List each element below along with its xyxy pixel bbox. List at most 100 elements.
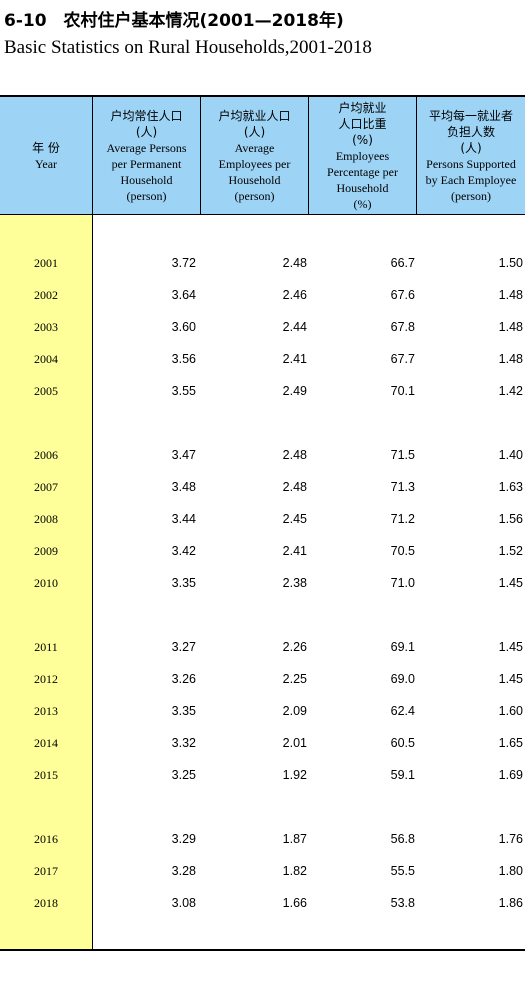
- header-year-en: Year: [34, 156, 58, 171]
- employees-percentage-cell: 66.7: [390, 256, 415, 270]
- persons-supported-cell: 1.69: [498, 768, 523, 782]
- avg-persons-cell: 3.60: [171, 320, 196, 334]
- table-title-en: Basic Statistics on Rural Households,200…: [4, 37, 372, 58]
- table-row: 2017 3.28 1.82 55.5 1.80: [0, 861, 525, 881]
- avg-persons-cell: 3.29: [171, 832, 196, 846]
- header-en: Household: [228, 172, 281, 187]
- avg-persons-cell: 3.35: [171, 704, 196, 718]
- employees-percentage-cell: 53.8: [390, 896, 415, 910]
- avg-employees-cell: 1.87: [282, 832, 307, 846]
- avg-persons-cell: 3.72: [171, 256, 196, 270]
- header-persons-supported: 平均每一就业者 负担人数 (人) Persons Supported by Ea…: [417, 97, 525, 214]
- avg-employees-cell: 2.48: [282, 480, 307, 494]
- avg-employees-cell: 2.26: [282, 640, 307, 654]
- year-cell: 2007: [34, 480, 58, 494]
- employees-percentage-cell: 62.4: [390, 704, 415, 718]
- header-year-cn: 年 份: [32, 140, 60, 155]
- year-cell: 2014: [34, 736, 58, 750]
- header-cn: 负担人数: [446, 124, 495, 139]
- top-rule: [0, 95, 525, 97]
- table-row: 2015 3.25 1.92 59.1 1.69: [0, 765, 525, 785]
- table-row: 2007 3.48 2.48 71.3 1.63: [0, 477, 525, 497]
- avg-persons-cell: 3.42: [171, 544, 196, 558]
- employees-percentage-cell: 70.5: [390, 544, 415, 558]
- avg-persons-cell: 3.56: [171, 352, 196, 366]
- employees-percentage-cell: 69.0: [390, 672, 415, 686]
- avg-persons-cell: 3.47: [171, 448, 196, 462]
- header-cn: 人口比重: [338, 116, 387, 131]
- employees-percentage-cell: 59.1: [390, 768, 415, 782]
- persons-supported-cell: 1.63: [498, 480, 523, 494]
- year-cell: 2010: [34, 576, 58, 590]
- column-divider: [416, 97, 417, 214]
- employees-percentage-cell: 67.6: [390, 288, 415, 302]
- table-row: 2005 3.55 2.49 70.1 1.42: [0, 381, 525, 401]
- employees-percentage-cell: 55.5: [390, 864, 415, 878]
- avg-employees-cell: 2.46: [282, 288, 307, 302]
- bottom-rule: [0, 949, 525, 951]
- year-cell: 2016: [34, 832, 58, 846]
- employees-percentage-cell: 69.1: [390, 640, 415, 654]
- year-cell: 2003: [34, 320, 58, 334]
- persons-supported-cell: 1.50: [498, 256, 523, 270]
- table-row: 2018 3.08 1.66 53.8 1.86: [0, 893, 525, 913]
- employees-percentage-cell: 70.1: [390, 384, 415, 398]
- persons-supported-cell: 1.76: [498, 832, 523, 846]
- avg-employees-cell: 2.41: [282, 544, 307, 558]
- avg-persons-cell: 3.55: [171, 384, 196, 398]
- table-row: 2011 3.27 2.26 69.1 1.45: [0, 637, 525, 657]
- persons-supported-cell: 1.40: [498, 448, 523, 462]
- header-en: (person): [234, 188, 275, 203]
- year-cell: 2001: [34, 256, 58, 270]
- persons-supported-cell: 1.45: [498, 576, 523, 590]
- header-en: per Permanent: [111, 156, 182, 171]
- avg-persons-cell: 3.28: [171, 864, 196, 878]
- avg-persons-cell: 3.26: [171, 672, 196, 686]
- persons-supported-cell: 1.60: [498, 704, 523, 718]
- avg-employees-cell: 2.48: [282, 256, 307, 270]
- table-row: 2002 3.64 2.46 67.6 1.48: [0, 285, 525, 305]
- year-cell: 2008: [34, 512, 58, 526]
- persons-supported-cell: 1.48: [498, 320, 523, 334]
- year-cell: 2002: [34, 288, 58, 302]
- persons-supported-cell: 1.65: [498, 736, 523, 750]
- header-row: [0, 97, 525, 214]
- avg-employees-cell: 1.82: [282, 864, 307, 878]
- persons-supported-cell: 1.52: [498, 544, 523, 558]
- persons-supported-cell: 1.45: [498, 640, 523, 654]
- avg-employees-cell: 1.92: [282, 768, 307, 782]
- avg-employees-cell: 2.45: [282, 512, 307, 526]
- table-row: 2001 3.72 2.48 66.7 1.50: [0, 253, 525, 273]
- header-en: by Each Employee: [425, 172, 517, 187]
- year-cell: 2006: [34, 448, 58, 462]
- header-cn: 户均就业人口: [218, 108, 291, 123]
- header-en: Employees per: [218, 156, 291, 171]
- avg-employees-cell: 2.09: [282, 704, 307, 718]
- header-rule: [0, 214, 525, 215]
- year-cell: 2005: [34, 384, 58, 398]
- persons-supported-cell: 1.45: [498, 672, 523, 686]
- table-row: 2004 3.56 2.41 67.7 1.48: [0, 349, 525, 369]
- avg-persons-cell: 3.27: [171, 640, 196, 654]
- table-row: 2012 3.26 2.25 69.0 1.45: [0, 669, 525, 689]
- header-cn: 平均每一就业者: [428, 108, 513, 123]
- header-en: Average: [234, 140, 275, 155]
- avg-employees-cell: 2.38: [282, 576, 307, 590]
- employees-percentage-cell: 71.3: [390, 480, 415, 494]
- employees-percentage-cell: 71.5: [390, 448, 415, 462]
- avg-persons-cell: 3.32: [171, 736, 196, 750]
- header-cn: (人): [460, 140, 482, 155]
- table-row: 2006 3.47 2.48 71.5 1.40: [0, 445, 525, 465]
- column-divider: [92, 97, 93, 949]
- avg-employees-cell: 2.25: [282, 672, 307, 686]
- year-cell: 2004: [34, 352, 58, 366]
- year-cell: 2015: [34, 768, 58, 782]
- avg-employees-cell: 2.41: [282, 352, 307, 366]
- header-avg-persons: 户均常住人口 (人) Average Persons per Permanent…: [93, 97, 200, 214]
- year-cell: 2013: [34, 704, 58, 718]
- persons-supported-cell: 1.86: [498, 896, 523, 910]
- employees-percentage-cell: 67.8: [390, 320, 415, 334]
- avg-employees-cell: 2.49: [282, 384, 307, 398]
- table-row: 2003 3.60 2.44 67.8 1.48: [0, 317, 525, 337]
- employees-percentage-cell: 67.7: [390, 352, 415, 366]
